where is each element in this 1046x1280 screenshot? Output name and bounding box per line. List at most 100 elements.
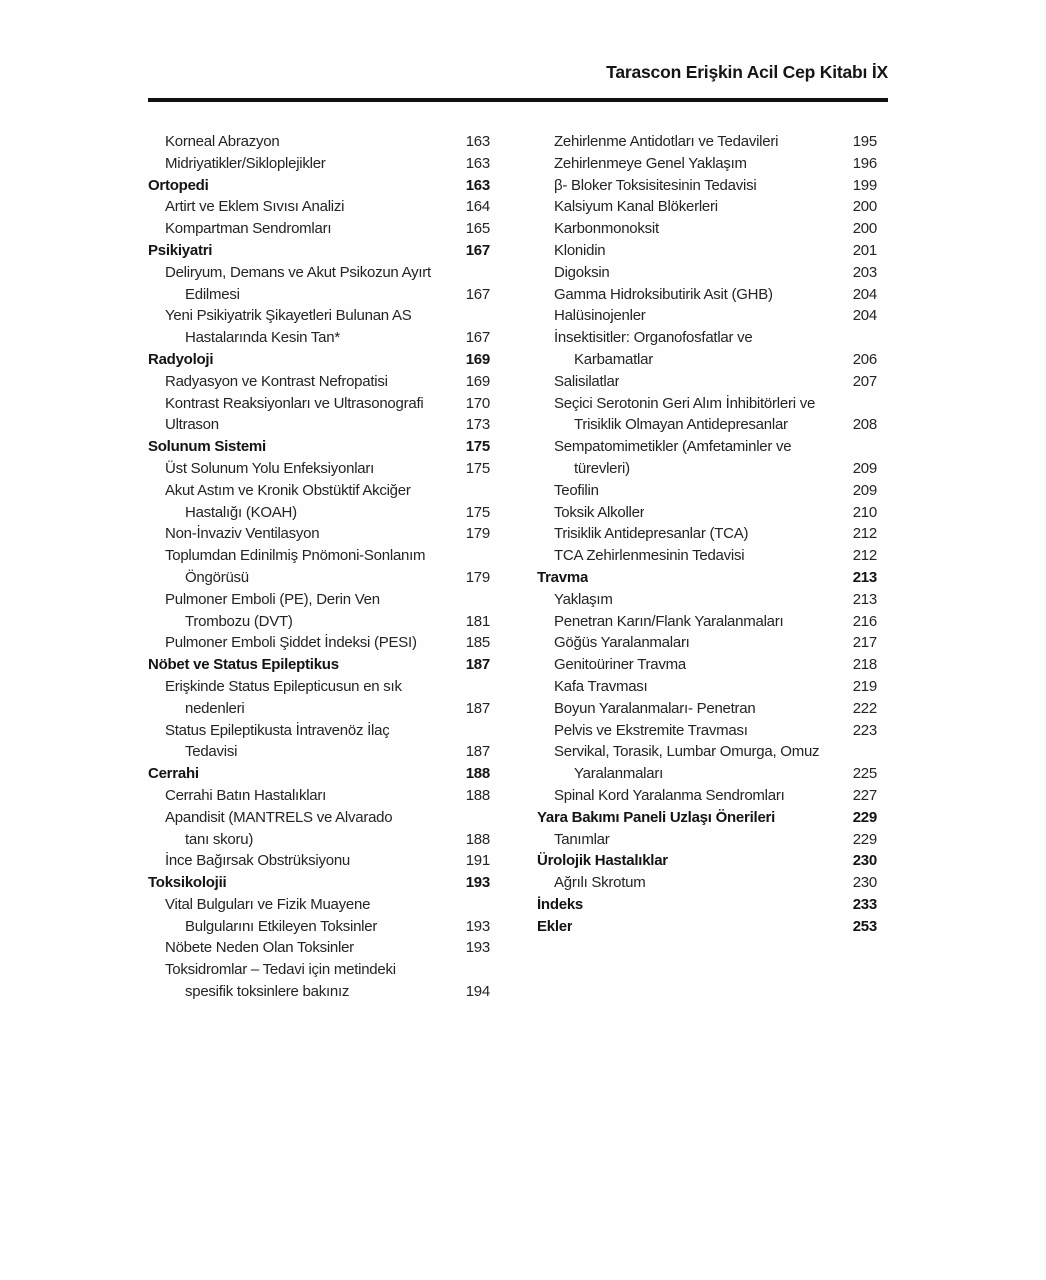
- toc-page-number: 227: [852, 786, 878, 804]
- toc-entry-label: Korneal Abrazyon: [165, 133, 280, 150]
- toc-row: Tedavisi 187: [148, 741, 490, 763]
- toc-page-number: 187: [465, 743, 491, 761]
- toc-entry-label: Kalsiyum Kanal Blökerleri: [554, 198, 718, 216]
- toc-page-number: 193: [465, 939, 491, 957]
- toc-entry-label: Bulgularını Etkileyen Toksinler: [185, 917, 378, 935]
- toc-entry-label: Radyoloji: [148, 350, 214, 368]
- toc-entry-label: TCA Zehirlenmesinin Tedavisi: [554, 547, 745, 565]
- toc-page-number: 208: [852, 416, 878, 434]
- header-rule: [148, 98, 888, 102]
- toc-page-number: 188: [465, 786, 491, 804]
- toc-row: Genitoüriner Travma 218: [537, 654, 877, 676]
- toc-row: Ortopedi 163: [148, 175, 490, 197]
- toc-page-number: 219: [852, 677, 878, 695]
- toc-entry-label: Artirt ve Eklem Sıvısı Analizi: [165, 198, 345, 216]
- toc-page-number: 210: [852, 503, 878, 521]
- toc-entry-label: Vital Bulguları ve Fizik Muayene: [165, 895, 371, 913]
- toc-entry-label: Ürolojik Hastalıklar: [537, 852, 668, 870]
- toc-page-number: 195: [852, 133, 878, 150]
- toc-page-number: 216: [852, 612, 878, 630]
- toc-row: Ağrılı Skrotum 230: [537, 872, 877, 894]
- toc-row: Penetran Karın/Flank Yaralanmaları 216: [537, 611, 877, 633]
- toc-row: Pelvis ve Ekstremite Travması 223: [537, 720, 877, 742]
- toc-page-number: 181: [465, 612, 491, 630]
- toc-page-number: 175: [465, 503, 491, 521]
- toc-page-number: 169: [465, 350, 491, 368]
- toc-page-number: 253: [852, 917, 878, 935]
- toc-page-number: 169: [465, 372, 491, 390]
- toc-row: Öngörüsü 179: [148, 567, 490, 589]
- toc-page-number: 163: [465, 154, 491, 172]
- toc-page-number: 229: [852, 830, 878, 848]
- toc-page-number: 167: [465, 241, 491, 259]
- toc-row: Ekler 253: [537, 916, 877, 938]
- toc-entry-label: Toksik Alkoller: [554, 503, 645, 521]
- toc-row: Digoksin 203: [537, 262, 877, 284]
- toc-entry-label: Nöbete Neden Olan Toksinler: [165, 939, 354, 957]
- toc-entry-label: Solunum Sistemi: [148, 438, 266, 456]
- toc-entry-label: Edilmesi: [185, 285, 240, 303]
- toc-row: Pulmoner Emboli (PE), Derin Ven: [148, 589, 490, 611]
- toc-page-number: 170: [465, 394, 491, 412]
- toc-row: Halüsinojenler 204: [537, 305, 877, 327]
- toc-row: İnsektisitler: Organofosfatlar ve: [537, 327, 877, 349]
- toc-row: Cerrahi 188: [148, 763, 490, 785]
- toc-entry-label: Tedavisi: [185, 743, 238, 761]
- toc-row: İndeks 233: [537, 894, 877, 916]
- toc-row: Bulgularını Etkileyen Toksinler 193: [148, 916, 490, 938]
- toc-page-number: 185: [465, 634, 491, 652]
- toc-left-column: Korneal Abrazyon 163 Midriyatikler/Siklopl…: [148, 131, 490, 1003]
- toc-page-number: 218: [852, 656, 878, 674]
- toc-row: Toksik Alkoller 210: [537, 502, 877, 524]
- toc-page-number: 165: [465, 220, 491, 238]
- toc-entry-label: türevleri): [574, 459, 630, 477]
- toc-entry-label: Cerrahi: [148, 765, 199, 783]
- toc-row: Zehirlenme Antidotları ve Tedavileri 195: [537, 131, 877, 153]
- toc-row: nedenleri 187: [148, 698, 490, 720]
- toc-row: Solunum Sistemi 175: [148, 436, 490, 458]
- toc-row: Trisiklik Antidepresanlar (TCA) 212: [537, 523, 877, 545]
- toc-row: Kafa Travması 219: [537, 676, 877, 698]
- toc-page-number: 193: [465, 874, 491, 892]
- toc-entry-label: Midriyatikler/Sikloplejikler: [165, 154, 326, 172]
- toc-entry-label: Akut Astım ve Kronik Obstüktif Akciğer: [165, 481, 411, 499]
- toc-page-number: 196: [852, 154, 878, 172]
- toc-entry-label: Travma: [537, 568, 589, 586]
- toc-entry-label: Radyasyon ve Kontrast Nefropatisi: [165, 372, 388, 390]
- toc-entry-label: Spinal Kord Yaralanma Sendromları: [554, 786, 785, 804]
- toc-row: Salisilatlar 207: [537, 371, 877, 393]
- toc-entry-label: Servikal, Torasik, Lumbar Omurga, Omuz: [554, 743, 820, 761]
- toc-row: Nöbete Neden Olan Toksinler 193: [148, 937, 490, 959]
- toc-row: Toplumdan Edinilmiş Pnömoni-Sonlanım: [148, 545, 490, 567]
- toc-row: Travma 213: [537, 567, 877, 589]
- toc-row: Trisiklik Olmayan Antidepresanlar 208: [537, 414, 877, 436]
- toc-entry-label: Pelvis ve Ekstremite Travması: [554, 721, 748, 739]
- table-of-contents: Korneal Abrazyon 163 Midriyatikler/Siklopl…: [148, 131, 888, 1003]
- toc-row: Gamma Hidroksibutirik Asit (GHB) 204: [537, 284, 877, 306]
- toc-entry-label: Psikiyatri: [148, 241, 213, 259]
- toc-entry-label: Cerrahi Batın Hastalıkları: [165, 786, 327, 804]
- toc-page-number: 222: [852, 699, 878, 717]
- toc-row: Kontrast Reaksiyonları ve Ultrasonografi…: [148, 393, 490, 415]
- toc-row: Sempatomimetikler (Amfetaminler ve: [537, 436, 877, 458]
- toc-row: Yaklaşım 213: [537, 589, 877, 611]
- toc-row: Cerrahi Batın Hastalıkları 188: [148, 785, 490, 807]
- toc-page-number: 175: [465, 459, 491, 477]
- toc-entry-label: Kompartman Sendromları: [165, 220, 332, 238]
- page-header-title: Tarascon Erişkin Acil Cep Kitabı İX: [606, 62, 888, 82]
- toc-entry-label: Trisiklik Olmayan Antidepresanlar: [574, 416, 788, 434]
- toc-entry-label: Teofilin: [554, 481, 599, 499]
- toc-row: Trombozu (DVT) 181: [148, 611, 490, 633]
- toc-row: Klonidin 201: [537, 240, 877, 262]
- toc-page-number: 193: [465, 917, 491, 935]
- toc-row: Pulmoner Emboli Şiddet İndeksi (PESI) 185: [148, 632, 490, 654]
- toc-row: Hastalarında Kesin Tan* 167: [148, 327, 490, 349]
- toc-row: Yaralanmaları 225: [537, 763, 877, 785]
- toc-entry-label: Toplumdan Edinilmiş Pnömoni-Sonlanım: [165, 547, 426, 565]
- toc-entry-label: Üst Solunum Yolu Enfeksiyonları: [165, 459, 375, 477]
- toc-page-number: 223: [852, 721, 878, 739]
- toc-row: Edilmesi 167: [148, 284, 490, 306]
- toc-page-number: 187: [465, 699, 491, 717]
- toc-entry-label: Hastalığı (KOAH): [185, 503, 297, 521]
